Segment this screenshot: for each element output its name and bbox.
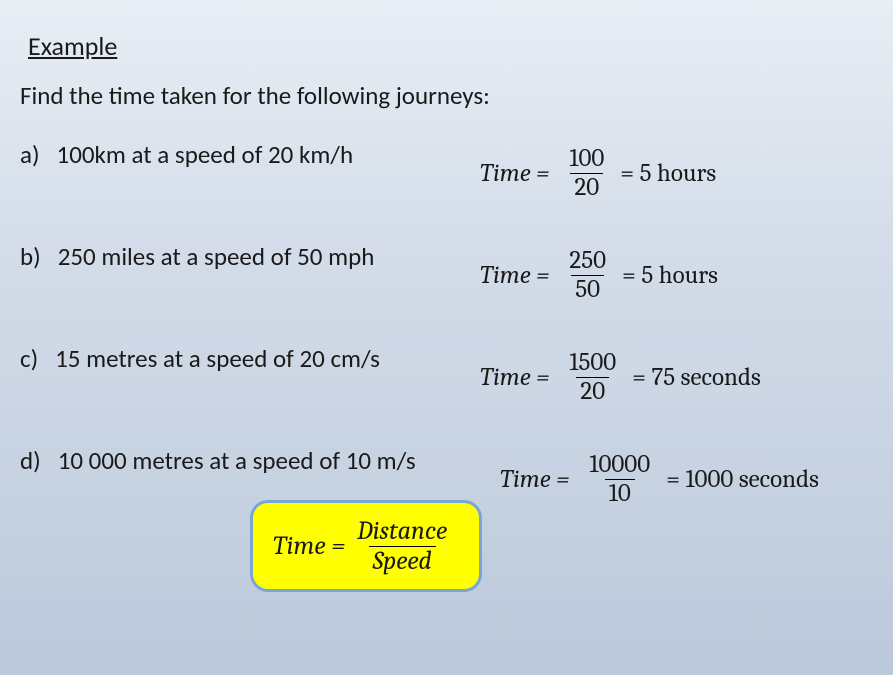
example-heading: Example [28, 30, 873, 62]
problem-a-text: a) 100km at a speed of 20 km/h [20, 139, 480, 170]
problem-c-solution: Time = 1500 20 = 75 seconds [480, 349, 761, 405]
fraction-d: 10000 10 [585, 451, 654, 507]
problem-c-text: c) 15 metres at a speed of 20 cm/s [20, 343, 480, 374]
problem-d-question: 10 000 metres at a speed of 10 m/s [58, 445, 416, 476]
time-equals-c: Time = [480, 363, 549, 392]
formula-num: Distance [353, 517, 451, 546]
problem-c-label: c) [20, 343, 38, 374]
num-d: 10000 [585, 451, 654, 479]
den-d: 10 [605, 479, 635, 508]
num-b: 250 [565, 247, 610, 275]
result-b: = 5 hours [622, 261, 718, 290]
instruction-text: Find the time taken for the following jo… [20, 80, 873, 111]
result-c: = 75 seconds [632, 363, 761, 392]
problem-b: b) 250 miles at a speed of 50 mph Time =… [20, 241, 873, 303]
problem-b-solution: Time = 250 50 = 5 hours [480, 247, 718, 303]
problem-a-label: a) [20, 139, 40, 170]
formula-fraction: Distance Speed [353, 517, 451, 575]
problem-b-text: b) 250 miles at a speed of 50 mph [20, 241, 480, 272]
problem-b-label: b) [20, 241, 41, 272]
problem-c: c) 15 metres at a speed of 20 cm/s Time … [20, 343, 873, 405]
problem-d-text: d) 10 000 metres at a speed of 10 m/s [20, 445, 480, 476]
time-equals-a: Time = [480, 159, 549, 188]
num-a: 100 [565, 145, 608, 173]
formula-den: Speed [369, 546, 436, 576]
problem-d-label: d) [20, 445, 41, 476]
problem-a-solution: Time = 100 20 = 5 hours [480, 145, 716, 201]
time-equals-b: Time = [480, 261, 549, 290]
fraction-c: 1500 20 [565, 349, 620, 405]
problem-d: d) 10 000 metres at a speed of 10 m/s Ti… [20, 445, 873, 507]
den-a: 20 [570, 173, 603, 202]
formula-box: Time = Distance Speed [250, 500, 482, 592]
formula-lhs: Time = [273, 531, 345, 561]
problem-c-question: 15 metres at a speed of 20 cm/s [55, 343, 380, 374]
den-c: 20 [576, 377, 609, 406]
den-b: 50 [571, 275, 604, 304]
num-c: 1500 [565, 349, 620, 377]
result-a: = 5 hours [620, 159, 716, 188]
result-d: = 1000 seconds [666, 465, 819, 494]
problem-b-question: 250 miles at a speed of 50 mph [58, 241, 375, 272]
problem-a: a) 100km at a speed of 20 km/h Time = 10… [20, 139, 873, 201]
problem-d-solution: Time = 10000 10 = 1000 seconds [500, 451, 819, 507]
fraction-b: 250 50 [565, 247, 610, 303]
problem-a-question: 100km at a speed of 20 km/h [57, 139, 354, 170]
time-equals-d: Time = [500, 465, 569, 494]
fraction-a: 100 20 [565, 145, 608, 201]
